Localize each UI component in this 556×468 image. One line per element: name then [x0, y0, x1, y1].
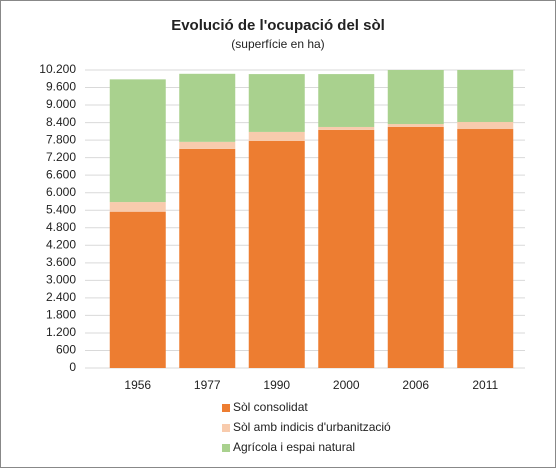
bar-segment	[179, 148, 236, 368]
x-tick-label: 1956	[124, 378, 151, 392]
legend-swatch	[222, 424, 230, 432]
x-tick-label: 1977	[194, 378, 221, 392]
x-tick-label: 1990	[263, 378, 290, 392]
bar-segment	[457, 122, 514, 130]
y-tick-label: 9.600	[46, 80, 76, 94]
y-tick-label: 3.600	[46, 255, 76, 269]
legend-swatch	[222, 444, 230, 452]
y-tick-label: 9.000	[46, 97, 76, 111]
y-tick-label: 10.200	[39, 62, 76, 76]
legend-label: Sòl amb indicis d'urbanització	[233, 420, 391, 434]
x-tick-label: 2011	[472, 378, 498, 392]
y-tick-label: 600	[56, 343, 76, 357]
bar-segment	[179, 141, 236, 149]
bar-segment	[109, 79, 166, 203]
y-tick-label: 5.400	[46, 202, 76, 216]
y-tick-label: 8.400	[46, 115, 76, 129]
y-tick-label: 1.800	[46, 308, 76, 322]
y-tick-label: 4.200	[46, 237, 76, 251]
x-tick-label: 2006	[402, 378, 429, 392]
y-tick-label: 1.200	[46, 325, 76, 339]
bar-segment	[109, 211, 166, 368]
bar-segment	[387, 124, 444, 127]
bar-segment	[457, 70, 514, 123]
y-tick-label: 6.000	[46, 185, 76, 199]
y-tick-label: 0	[69, 360, 76, 374]
y-tick-label: 3.000	[46, 273, 76, 287]
x-tick-label: 2000	[333, 378, 360, 392]
chart-title: Evolució de l'ocupació del sòl	[171, 17, 385, 34]
bar-segment	[179, 73, 236, 142]
bar-segment	[318, 126, 375, 130]
y-tick-label: 6.600	[46, 167, 76, 181]
bar-segment	[387, 126, 444, 369]
bar-segment	[248, 140, 305, 368]
legend-swatch	[222, 404, 230, 412]
bar-segment	[248, 74, 305, 132]
y-tick-label: 2.400	[46, 290, 76, 304]
bar-segment	[318, 129, 375, 368]
bar-segment	[387, 70, 444, 125]
legend-label: Sòl consolidat	[233, 400, 308, 414]
bar-segment	[318, 74, 375, 127]
y-tick-label: 4.800	[46, 220, 76, 234]
y-tick-label: 7.200	[46, 150, 76, 164]
y-tick-label: 7.800	[46, 132, 76, 146]
bar-segment	[109, 202, 166, 212]
bar-segment	[457, 129, 514, 368]
bar-segment	[248, 131, 305, 141]
chart-subtitle: (superfície en ha)	[231, 37, 324, 51]
legend-label: Agrícola i espai natural	[233, 440, 355, 454]
